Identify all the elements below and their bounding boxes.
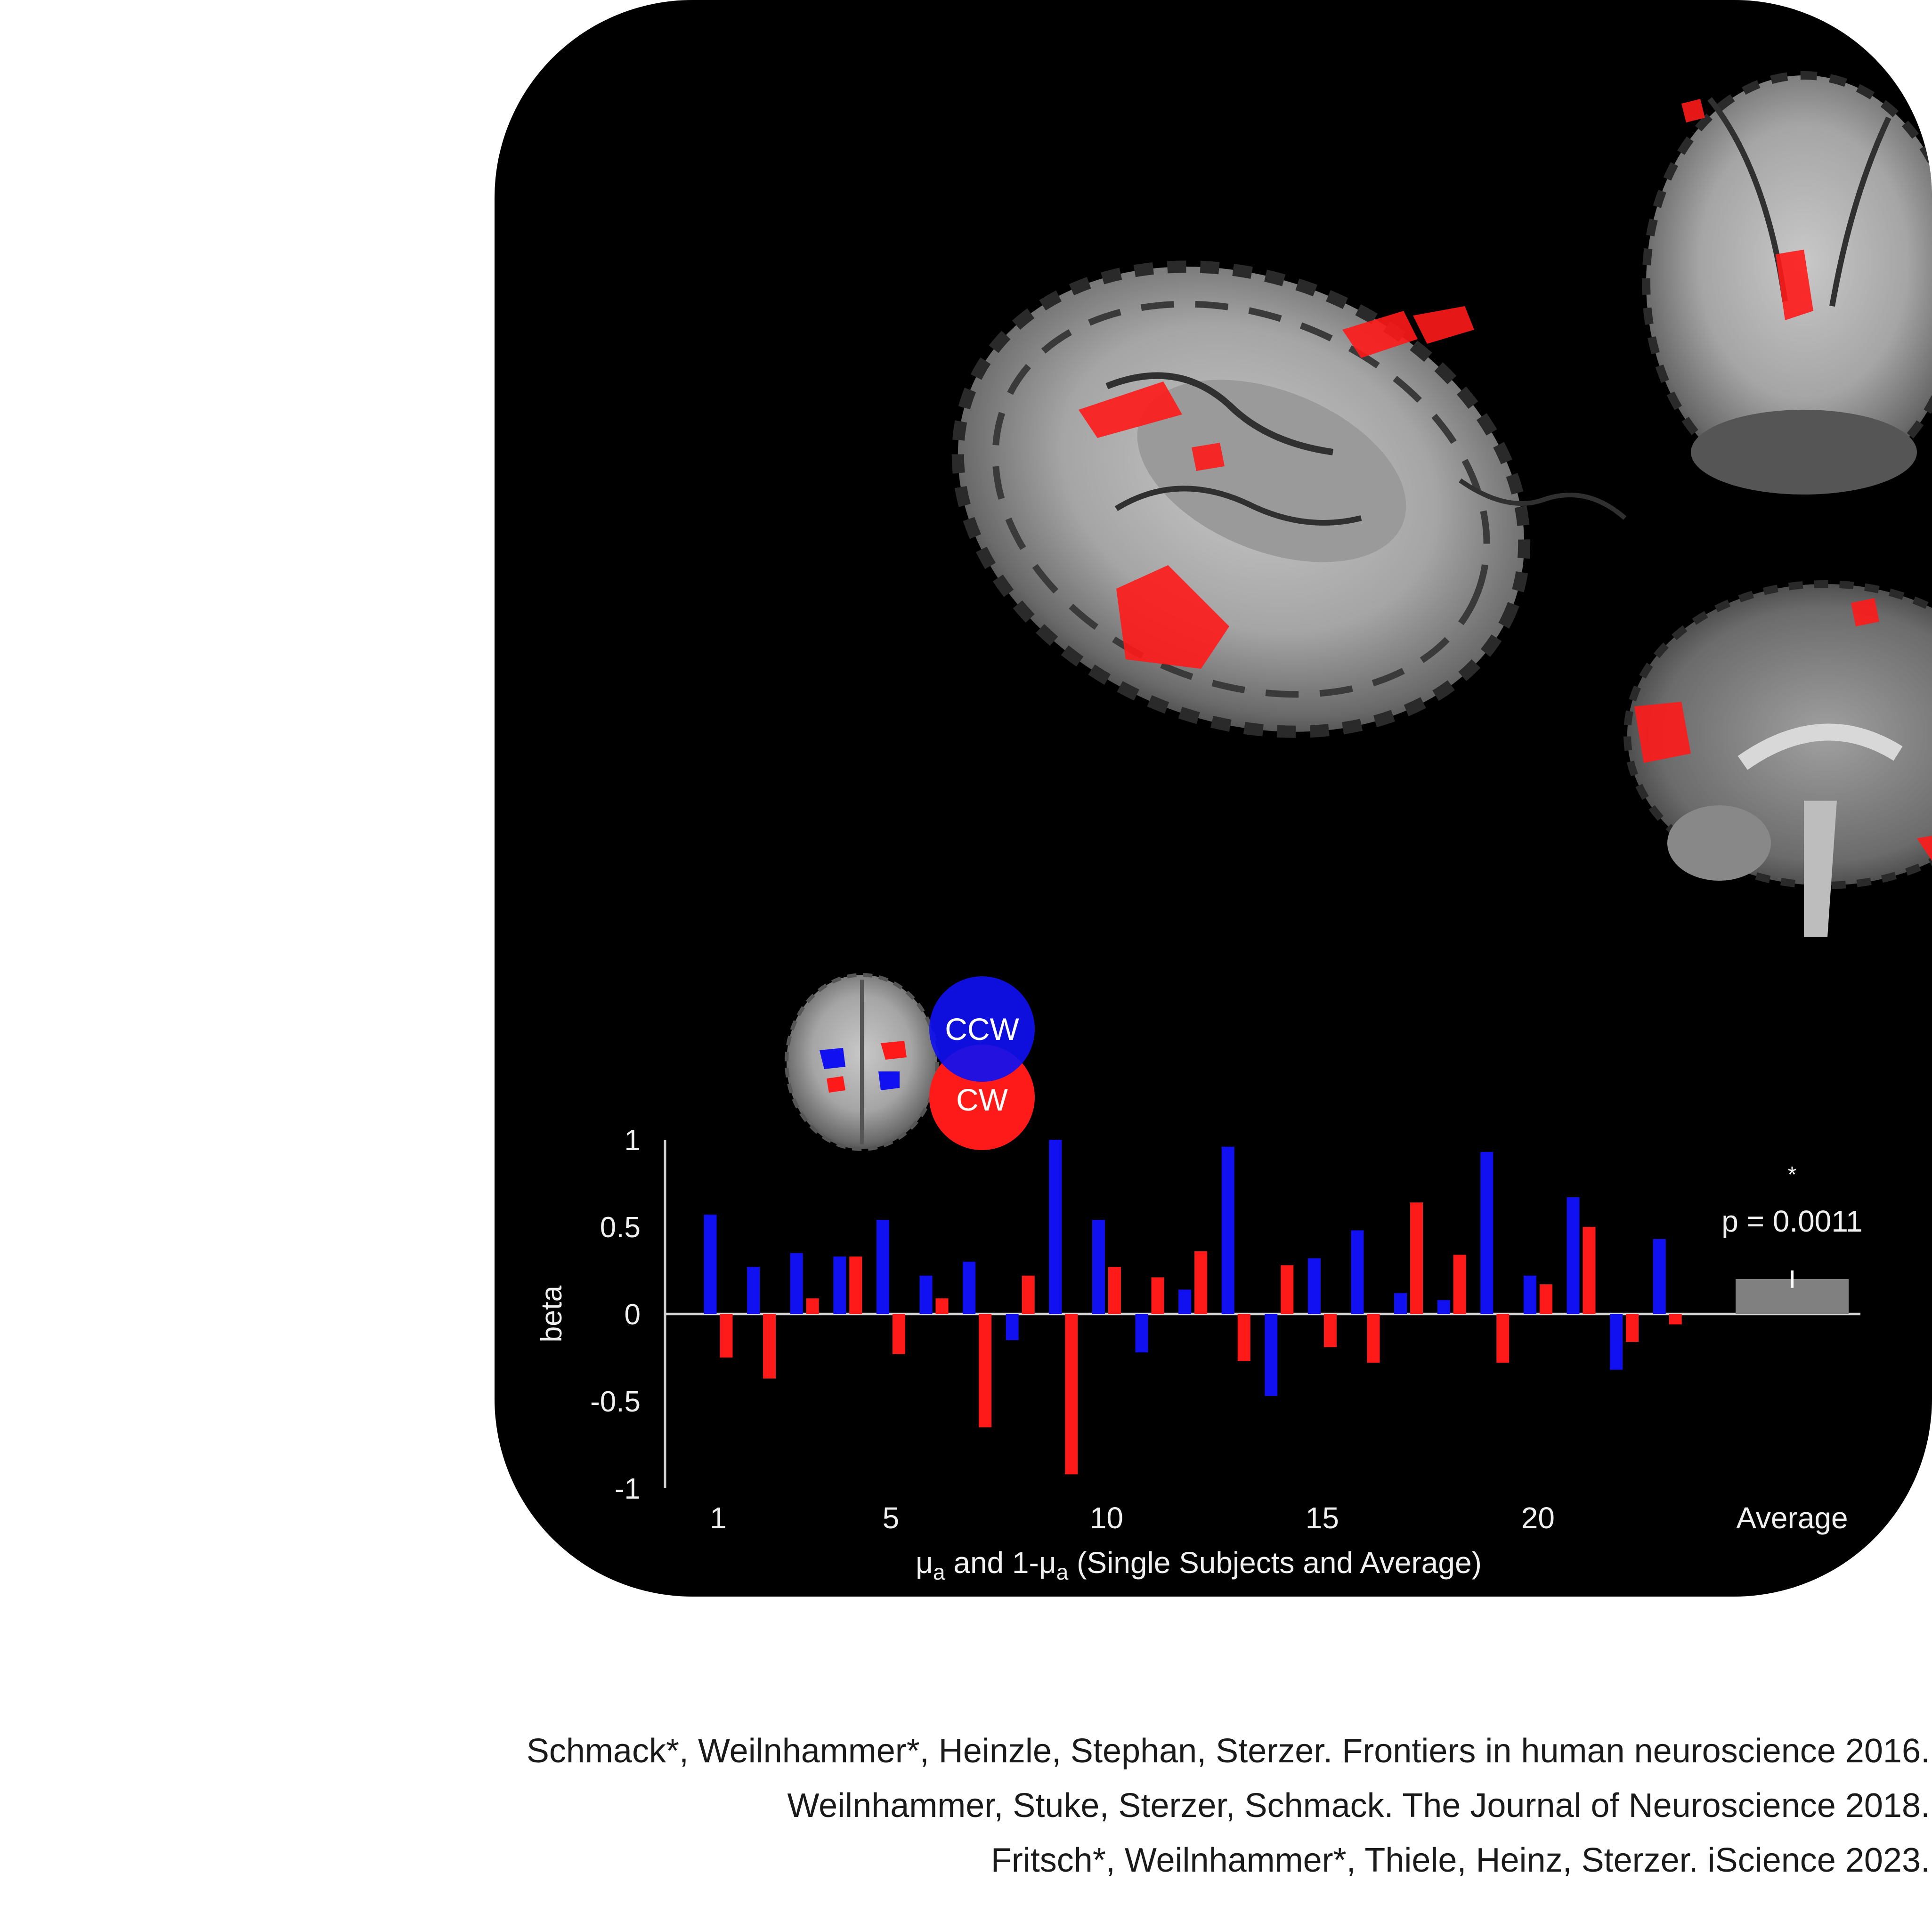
brain-inset-image [785, 973, 939, 1151]
x-tick-label: 5 [883, 1501, 900, 1535]
coronal-brain-image [1642, 71, 1932, 495]
y-tick-label: -0.5 [590, 1386, 641, 1418]
bar [1049, 1140, 1062, 1314]
bar [1022, 1275, 1035, 1314]
bar [1323, 1314, 1337, 1347]
x-tick-label: 15 [1306, 1501, 1339, 1535]
bar [763, 1314, 776, 1379]
bar [1583, 1227, 1596, 1314]
bar [1523, 1275, 1536, 1314]
y-tick-label: -1 [615, 1473, 641, 1505]
legend-ccw-label: CCW [945, 1012, 1019, 1046]
bar [892, 1314, 905, 1354]
citation-3: Fritsch*, Weilnhammer*, Thiele, Heinz, S… [990, 1841, 1930, 1879]
bar [1108, 1267, 1121, 1314]
average-tick-label: Average [1736, 1501, 1848, 1535]
x-tick-label: 1 [710, 1501, 727, 1535]
axial-brain-image [951, 260, 1627, 738]
bar [1453, 1255, 1466, 1314]
significance-marker: * [1788, 1162, 1797, 1187]
bar [1221, 1146, 1234, 1314]
bar [876, 1220, 889, 1314]
y-tick-label: 1 [625, 1124, 641, 1157]
bar [979, 1314, 992, 1427]
bar [1669, 1314, 1682, 1325]
bar [1367, 1314, 1380, 1363]
bar [720, 1314, 733, 1358]
bar [1237, 1314, 1250, 1361]
bar [849, 1256, 862, 1314]
bar [1410, 1202, 1423, 1314]
y-axis-label: beta [536, 1285, 568, 1342]
bar [1092, 1220, 1105, 1314]
bar [1496, 1314, 1510, 1363]
bar [1265, 1314, 1278, 1396]
bar [1065, 1314, 1078, 1475]
figure-panel: CCW CW 1 0.5 0 -0.5 -1 beta 1 5 10 15 20 * p = 0.001… [495, 0, 1932, 1597]
p-value-label: p = 0.0011 [1721, 1204, 1863, 1238]
citation-2: Weilnhammer, Stuke, Sterzer, Schmack. Th… [787, 1787, 1930, 1825]
bar [1480, 1152, 1494, 1314]
citations: Schmack*, Weilnhammer*, Heinzle, Stephan… [93, 1724, 1930, 1888]
bar [833, 1256, 846, 1314]
bar [1567, 1197, 1580, 1314]
bar [704, 1215, 717, 1314]
bar [790, 1253, 803, 1314]
bar [1006, 1314, 1019, 1340]
bar [1626, 1314, 1639, 1342]
legend-cw-label: CW [956, 1082, 1008, 1117]
bar [963, 1262, 976, 1314]
bar [747, 1267, 760, 1314]
y-tick-label: 0.5 [600, 1211, 641, 1244]
bar [806, 1298, 819, 1314]
x-tick-label: 10 [1090, 1501, 1123, 1535]
y-tick-label: 0 [625, 1298, 641, 1331]
bar [919, 1275, 933, 1314]
citation-1: Schmack*, Weilnhammer*, Heinzle, Stephan… [526, 1732, 1930, 1770]
bar [935, 1298, 949, 1314]
x-axis-label: μa and 1-μa (Single Subjects and Average… [916, 1546, 1482, 1584]
bar [1151, 1277, 1164, 1314]
bar [1307, 1258, 1321, 1314]
bar [1194, 1251, 1208, 1314]
x-tick-label: 20 [1521, 1501, 1555, 1535]
bar [1394, 1293, 1407, 1314]
legend-ccw-circle [929, 976, 1035, 1082]
bar [1437, 1300, 1450, 1314]
bar [1178, 1290, 1192, 1314]
bar [1135, 1314, 1148, 1353]
sagittal-brain-image [1624, 580, 1932, 937]
bar [1610, 1314, 1623, 1370]
bar [1281, 1265, 1294, 1314]
bar [1539, 1284, 1552, 1314]
bar [1653, 1239, 1666, 1314]
bar [1351, 1230, 1364, 1314]
